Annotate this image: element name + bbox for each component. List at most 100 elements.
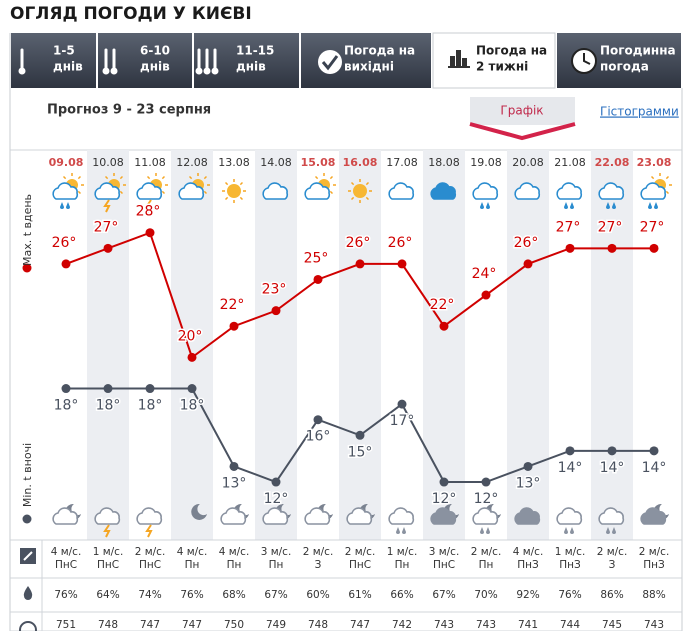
point [103,243,113,253]
weather-icon [304,507,331,525]
value-label: 18° [138,398,163,414]
date-label: 20.08 [512,156,544,169]
row-icon [23,551,33,561]
legend-label: Max. t вдень [21,194,34,266]
tab-label[interactable]: 2 тижні [476,60,528,74]
wind-direction: ПнЗ [643,559,665,571]
weather-icon [329,190,334,195]
pressure: 743 [476,619,496,631]
humidity: 76% [558,589,581,601]
weather-icon [62,175,67,180]
weather-icon [486,202,490,209]
value-label: 20° [178,328,203,344]
date-label: 13.08 [218,156,250,169]
weather-icon [564,527,568,534]
value-label: 17° [390,413,415,429]
tab-icon [211,67,219,75]
weather-icon [640,182,667,200]
value-label: 14° [642,460,667,476]
legend-marker [22,514,32,524]
pressure: 741 [518,619,538,631]
tab-label[interactable]: днів [236,60,266,74]
point [271,477,281,487]
column-stripe [591,150,633,540]
tab-label[interactable]: Погода на [476,44,547,58]
weather-icon [60,202,64,209]
point [103,384,113,394]
humidity: 76% [54,589,77,601]
forecast-title: Прогноз 9 - 23 серпня [47,103,211,118]
weather-icon [239,181,244,186]
tab-label[interactable]: 6-10 [140,44,170,58]
active-indicator [469,122,576,141]
view-tab[interactable]: Графік [500,104,543,118]
weather-icon [350,181,355,186]
wind-speed: 2 м/с. [639,546,670,558]
tab-icon [110,67,118,75]
weather-icon [52,507,79,525]
value-label: 12° [432,491,457,507]
value-label: 27° [640,219,665,235]
column-stripe [171,150,213,540]
pressure: 745 [602,619,622,631]
tab-label[interactable]: Погодинна [600,44,676,58]
weather-icon [227,184,241,198]
tab-label[interactable]: днів [140,60,170,74]
tab[interactable] [11,33,96,88]
weather-icon [480,527,484,534]
weather-icon [556,507,583,525]
value-label: 27° [556,219,581,235]
point [355,430,365,440]
pressure: 749 [266,619,286,631]
chart: 09.08 10.08 11.08 12.08 13.08 14.08 15.08 16.08… [10,150,682,631]
weather-icon [514,182,541,200]
weather-icon [52,182,79,200]
point [481,290,491,300]
wind-direction: ПнС [433,559,455,571]
wind-speed: 2 м/с. [303,546,334,558]
tab-label[interactable]: 1-5 [53,44,75,58]
wind-direction: ПнС [349,559,371,571]
weather-icon [224,196,229,201]
weather-icon [203,175,208,180]
humidity: 70% [474,589,497,601]
tab-label[interactable]: погода [600,60,649,74]
weather-icon [486,527,490,534]
weather-icon [514,507,541,525]
wind-speed: 4 м/с. [51,546,82,558]
value-label: 26° [514,235,539,251]
view-tab-active[interactable] [470,97,575,125]
tab-label[interactable]: Погода на [344,44,415,58]
wind-direction: Пн [395,559,410,571]
humidity: 88% [642,589,665,601]
weather-icon [346,507,373,525]
date-label: 11.08 [134,156,166,169]
weather-icon [146,175,151,180]
tabs: 1-5 днів 6-10 днів 11-15 днів Погода на вихідні… [11,32,681,89]
value-label: 14° [600,460,625,476]
pressure: 743 [644,619,664,631]
wind-direction: Пн [185,559,200,571]
weather-icon [103,524,111,538]
humidity: 66% [390,589,413,601]
value-label: 27° [598,219,623,235]
weather-icon [353,184,367,198]
wind-speed: 2 м/с. [471,546,502,558]
weather-icon [480,202,484,209]
weather-icon [654,202,658,209]
pressure: 747 [182,619,202,631]
weather-icon [388,182,415,200]
row-icon [19,621,37,631]
tab-label[interactable]: днів [53,60,83,74]
weather-icon [606,202,610,209]
tab-label[interactable]: 11-15 [236,44,274,58]
tab[interactable] [194,33,299,88]
weather-icon [262,182,289,200]
column-stripe [339,150,381,540]
tab-label[interactable]: вихідні [344,60,394,74]
weather-icon [612,202,616,209]
pressure: 748 [98,619,118,631]
weather-icon [665,175,670,180]
tab-icon [321,55,339,71]
view-tab[interactable]: Гістограмми [600,105,679,119]
